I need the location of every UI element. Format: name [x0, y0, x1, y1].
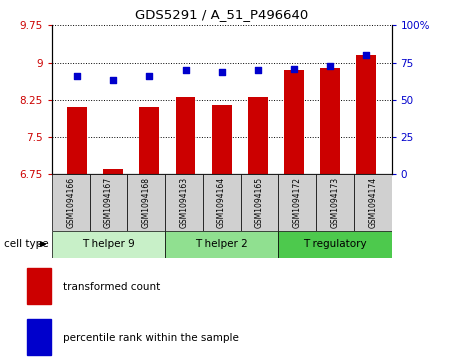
- Bar: [356, 55, 376, 174]
- Bar: [104, 169, 123, 174]
- Point: [146, 73, 153, 79]
- Bar: [240, 174, 278, 231]
- Bar: [67, 107, 87, 174]
- Text: T helper 2: T helper 2: [195, 239, 248, 249]
- Text: GSM1094172: GSM1094172: [292, 177, 302, 228]
- Bar: [316, 174, 354, 231]
- Text: GSM1094164: GSM1094164: [217, 177, 226, 228]
- Bar: [278, 231, 392, 258]
- Bar: [284, 70, 304, 174]
- Point: [182, 67, 189, 73]
- Text: GSM1094173: GSM1094173: [330, 177, 339, 228]
- Bar: [165, 174, 203, 231]
- Text: cell type: cell type: [4, 239, 49, 249]
- Text: GSM1094166: GSM1094166: [66, 177, 75, 228]
- Text: GSM1094163: GSM1094163: [180, 177, 189, 228]
- Text: GSM1094165: GSM1094165: [255, 177, 264, 228]
- Text: T regulatory: T regulatory: [303, 239, 367, 249]
- Bar: [165, 231, 278, 258]
- Bar: [203, 174, 240, 231]
- Bar: [27, 319, 51, 355]
- Text: GSM1094174: GSM1094174: [368, 177, 377, 228]
- Bar: [52, 174, 90, 231]
- Bar: [90, 174, 127, 231]
- Bar: [140, 107, 159, 174]
- Text: transformed count: transformed count: [63, 282, 160, 292]
- Bar: [248, 97, 268, 174]
- Point: [110, 78, 117, 83]
- Point: [326, 63, 333, 69]
- Text: GSM1094167: GSM1094167: [104, 177, 113, 228]
- Bar: [354, 174, 392, 231]
- Title: GDS5291 / A_51_P496640: GDS5291 / A_51_P496640: [135, 8, 308, 21]
- Bar: [278, 174, 316, 231]
- Point: [218, 69, 225, 74]
- Bar: [27, 269, 51, 304]
- Text: GSM1094168: GSM1094168: [142, 177, 151, 228]
- Bar: [52, 231, 165, 258]
- Point: [290, 66, 297, 72]
- Point: [254, 67, 261, 73]
- Text: T helper 9: T helper 9: [82, 239, 135, 249]
- Point: [363, 52, 370, 58]
- Bar: [127, 174, 165, 231]
- Point: [73, 73, 81, 79]
- Bar: [212, 105, 232, 174]
- Bar: [176, 97, 195, 174]
- Text: percentile rank within the sample: percentile rank within the sample: [63, 333, 239, 343]
- Bar: [320, 68, 340, 174]
